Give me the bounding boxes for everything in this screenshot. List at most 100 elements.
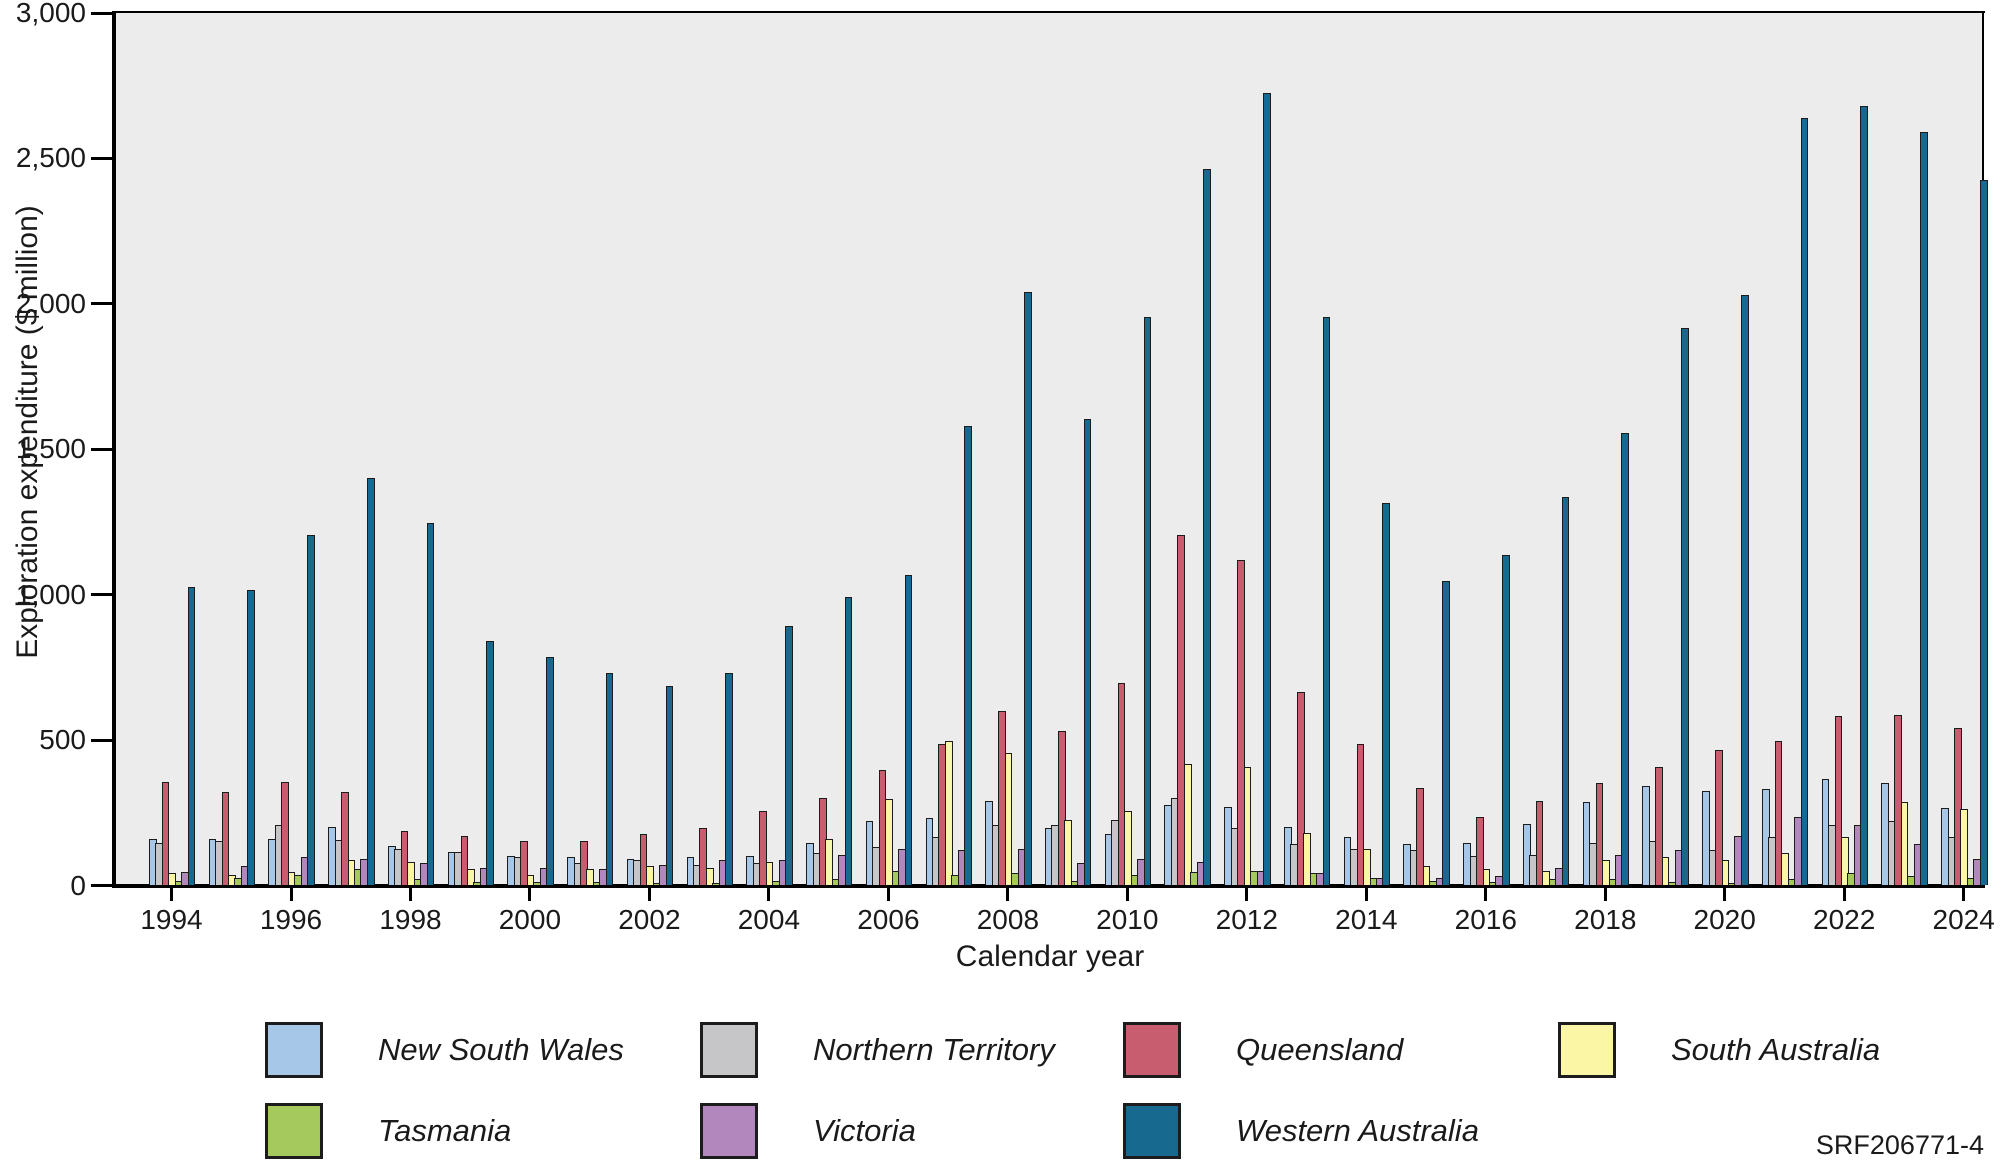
- bar-western-australia-2017: [1561, 497, 1570, 885]
- bar-queensland-2012: [1237, 559, 1245, 885]
- bar-western-australia-2003: [725, 672, 733, 885]
- x-tick-label: 2012: [1215, 904, 1278, 935]
- y-tick: [91, 593, 113, 597]
- bar-queensland-2011: [1177, 534, 1186, 885]
- bar-south-australia-2013: [1303, 832, 1311, 885]
- legend-label-western-australia: Western Australia: [1236, 1113, 1479, 1148]
- bar-queensland-1995: [221, 792, 230, 885]
- bar-western-australia-2018: [1621, 433, 1630, 885]
- bar-new-south-wales-2019: [1642, 786, 1651, 885]
- x-tick-label: 1998: [379, 904, 442, 935]
- y-tick-label: 2,500: [15, 142, 86, 174]
- bar-western-australia-2022: [1860, 106, 1869, 885]
- legend-label-new-south-wales: New South Wales: [378, 1032, 624, 1067]
- x-tick-label: 2020: [1693, 904, 1756, 935]
- bar-queensland-1994: [161, 781, 170, 885]
- x-axis-title: Calendar year: [955, 940, 1145, 973]
- x-tick: [409, 888, 412, 901]
- bar-queensland-1999: [460, 835, 469, 885]
- x-tick-label: 2018: [1574, 904, 1637, 935]
- y-tick-label: 0: [70, 869, 86, 901]
- bar-queensland-2003: [699, 828, 708, 885]
- bar-queensland-2010: [1117, 683, 1126, 885]
- bar-western-australia-2014: [1382, 502, 1391, 885]
- y-tick-label: 1,500: [15, 433, 86, 465]
- x-tick: [1842, 888, 1846, 901]
- x-tick-label: 2010: [1096, 904, 1159, 935]
- x-tick-label: 1994: [140, 904, 203, 935]
- legend-label-queensland: Queensland: [1236, 1032, 1404, 1067]
- bar-western-australia-2006: [904, 575, 913, 885]
- bar-western-australia-2021: [1800, 117, 1809, 885]
- bar-south-australia-2014: [1363, 848, 1371, 885]
- bar-south-australia-2019: [1661, 857, 1670, 885]
- bar-western-australia-2005: [844, 597, 853, 885]
- x-tick: [1962, 888, 1966, 901]
- bar-queensland-2002: [639, 834, 648, 885]
- bar-queensland-2000: [520, 841, 528, 885]
- bar-queensland-2018: [1595, 783, 1604, 885]
- y-tick-label: 1,000: [15, 578, 86, 610]
- bar-queensland-2020: [1715, 749, 1723, 885]
- x-tick: [528, 888, 532, 901]
- plot-area: [115, 13, 1983, 886]
- bar-south-australia-2002: [646, 866, 654, 885]
- y-tick: [91, 156, 113, 160]
- bar-south-australia-1999: [466, 869, 475, 885]
- bar-western-australia-2023: [1920, 132, 1928, 885]
- bar-south-australia-2015: [1422, 866, 1431, 885]
- bar-queensland-1997: [341, 792, 349, 885]
- bar-queensland-2009: [1057, 730, 1066, 885]
- y-axis-title: Exploration expenditure ($ million): [11, 205, 44, 659]
- x-tick: [1245, 888, 1249, 901]
- figure-code: SRF206771-4: [1815, 1130, 1984, 1160]
- legend-swatch-northern-territory: [700, 1022, 758, 1078]
- bar-western-australia-2001: [605, 672, 614, 885]
- x-tick: [170, 888, 173, 901]
- bar-south-australia-2000: [526, 874, 535, 885]
- bar-western-australia-2020: [1740, 294, 1749, 885]
- bar-western-australia-2011: [1203, 168, 1211, 885]
- x-tick-label: 2002: [618, 904, 681, 935]
- bars-layer: [115, 13, 1988, 885]
- bar-western-australia-2019: [1681, 328, 1689, 885]
- bar-western-australia-2000: [546, 656, 554, 885]
- bar-south-australia-2017: [1542, 870, 1550, 885]
- x-tick-label: 2016: [1454, 904, 1517, 935]
- bar-western-australia-2008: [1024, 292, 1032, 885]
- y-axis-line: [112, 11, 116, 888]
- bar-south-australia-2020: [1721, 860, 1730, 885]
- bar-south-australia-2001: [586, 869, 595, 885]
- bar-south-australia-2010: [1124, 810, 1132, 885]
- legend-swatch-south-australia: [1558, 1022, 1616, 1078]
- x-tick: [647, 888, 651, 901]
- bar-western-australia-2010: [1143, 316, 1152, 885]
- legend-swatch-tasmania: [265, 1103, 323, 1159]
- bar-new-south-wales-2020: [1702, 790, 1710, 885]
- bar-queensland-2021: [1774, 741, 1783, 885]
- bar-western-australia-1995: [247, 590, 256, 885]
- y-tick: [91, 11, 113, 15]
- bar-western-australia-2004: [785, 626, 793, 885]
- bar-western-australia-1999: [486, 640, 495, 885]
- legend-label-south-australia: South Australia: [1671, 1032, 1881, 1067]
- bar-western-australia-2002: [665, 685, 674, 885]
- x-tick: [1603, 888, 1607, 901]
- bar-south-australia-2022: [1841, 837, 1849, 885]
- bar-western-australia-2015: [1442, 581, 1450, 885]
- bar-western-australia-2024: [1979, 180, 1988, 885]
- bar-western-australia-2013: [1322, 316, 1331, 885]
- bar-south-australia-2006: [885, 799, 893, 885]
- bar-western-australia-1998: [426, 523, 435, 885]
- legend-swatch-new-south-wales: [265, 1022, 323, 1078]
- y-tick: [91, 738, 113, 742]
- bar-south-australia-1994: [168, 873, 176, 885]
- x-tick: [1364, 888, 1368, 901]
- bar-south-australia-2005: [825, 838, 834, 885]
- bar-western-australia-2012: [1262, 92, 1271, 885]
- bar-queensland-2019: [1655, 767, 1663, 885]
- x-tick: [1484, 888, 1488, 901]
- bar-western-australia-1994: [187, 587, 196, 885]
- x-tick-label: 2022: [1813, 904, 1876, 935]
